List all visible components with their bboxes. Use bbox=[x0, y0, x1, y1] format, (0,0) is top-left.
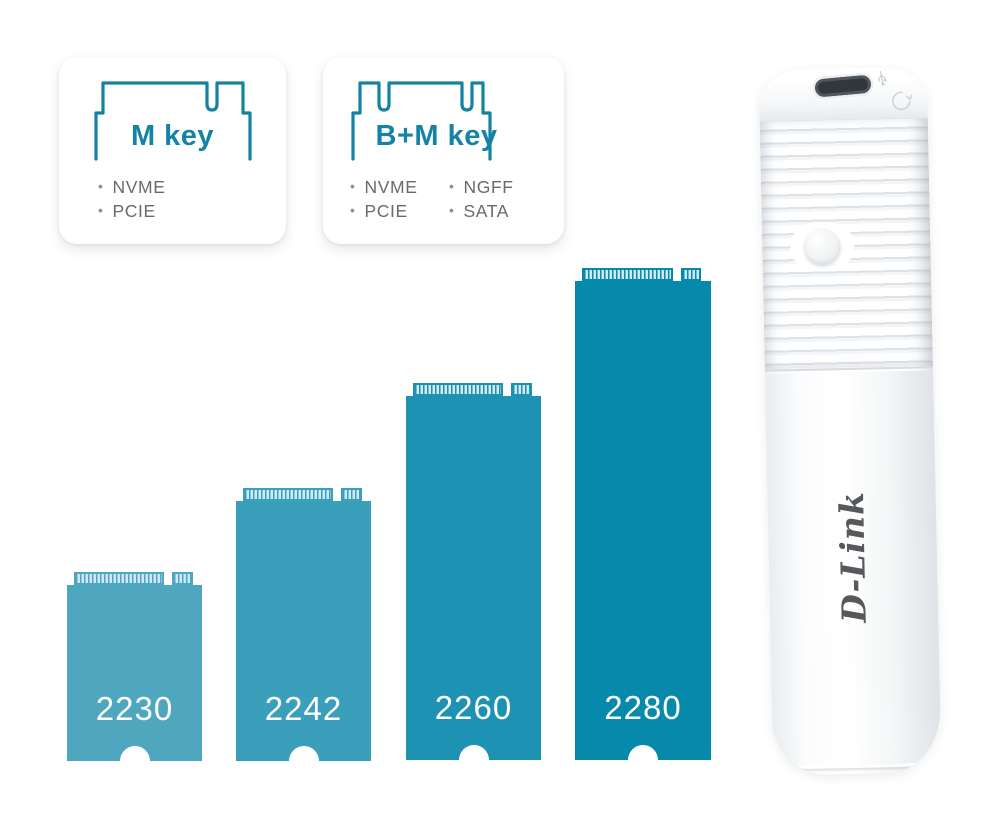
device-body: D-Link bbox=[764, 370, 942, 776]
button-recess bbox=[789, 221, 855, 272]
device-led-button bbox=[803, 228, 841, 265]
m-key-feature-list: • NVME • PCIE bbox=[98, 175, 165, 223]
usb-c-port bbox=[814, 74, 872, 98]
device-bottom-rim bbox=[776, 750, 938, 770]
module-size-label: 2242 bbox=[264, 690, 343, 727]
module-body: 2280 bbox=[575, 281, 711, 775]
mount-notch bbox=[288, 746, 319, 776]
feature-item: • NVME bbox=[350, 177, 418, 197]
bm-key-feature-list-col2: • NGFF • SATA bbox=[449, 175, 514, 223]
edge-connector-icon bbox=[236, 488, 371, 501]
m-key-title: M key bbox=[130, 120, 215, 152]
feature-item: • NVME bbox=[98, 177, 166, 197]
bm-key-title: B+M key bbox=[375, 120, 498, 152]
bullet-icon: • bbox=[350, 178, 356, 194]
bullet-icon: • bbox=[350, 202, 356, 218]
bm-key-card: B+M key • NVME • PCIE • NGFF • SATA bbox=[323, 57, 564, 244]
module-bar-2260: 2260 bbox=[406, 383, 541, 775]
m-key-card: M key • NVME • PCIE bbox=[59, 57, 286, 244]
bullet-icon: • bbox=[98, 178, 104, 194]
bm-key-connector-icon bbox=[351, 81, 492, 161]
module-size-label: 2260 bbox=[434, 689, 513, 726]
mount-notch bbox=[628, 745, 658, 775]
usb-icon bbox=[878, 71, 887, 86]
dlink-enclosure: D-Link bbox=[758, 66, 942, 776]
eject-icon bbox=[892, 91, 913, 111]
module-bar-2242: 2242 bbox=[236, 488, 371, 776]
mount-notch bbox=[119, 746, 150, 776]
module-body: 2230 bbox=[67, 585, 202, 776]
edge-connector-icon bbox=[406, 383, 541, 396]
dlink-logo: D-Link bbox=[831, 490, 874, 624]
bullet-icon: • bbox=[449, 178, 455, 194]
device-ribbed-grip bbox=[759, 118, 933, 372]
feature-item: • PCIE bbox=[98, 201, 156, 221]
module-size-label: 2230 bbox=[95, 690, 174, 727]
module-body: 2260 bbox=[406, 396, 541, 775]
feature-item: • PCIE bbox=[350, 201, 408, 221]
device-top-cap bbox=[758, 66, 928, 122]
module-bar-2280: 2280 bbox=[575, 268, 711, 775]
module-bar-2230: 2230 bbox=[67, 572, 202, 776]
device-shell: D-Link bbox=[758, 66, 942, 776]
feature-item: • NGFF bbox=[449, 177, 514, 197]
bm-key-feature-list-col1: • NVME • PCIE bbox=[350, 175, 417, 223]
m-key-connector-icon bbox=[94, 81, 252, 161]
feature-item: • SATA bbox=[449, 201, 510, 221]
module-size-label: 2280 bbox=[604, 689, 682, 726]
bullet-icon: • bbox=[449, 202, 455, 218]
module-body: 2242 bbox=[236, 501, 371, 776]
bullet-icon: • bbox=[98, 202, 104, 218]
mount-notch bbox=[458, 745, 489, 775]
edge-connector-icon bbox=[575, 268, 711, 281]
edge-connector-icon bbox=[67, 572, 202, 585]
